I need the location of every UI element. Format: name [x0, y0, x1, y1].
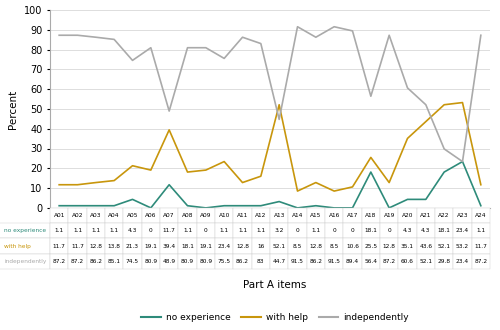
- with help: [111, 179, 117, 182]
- no experience: [423, 197, 429, 201]
- no experience: [404, 197, 410, 201]
- Line: independently: independently: [59, 27, 481, 162]
- no experience: [386, 206, 392, 210]
- no experience: [184, 204, 190, 208]
- with help: [386, 181, 392, 184]
- with help: [166, 128, 172, 132]
- independently: [93, 35, 99, 39]
- independently: [294, 25, 300, 29]
- no experience: [111, 204, 117, 208]
- Text: Part A items: Part A items: [244, 280, 306, 290]
- independently: [184, 46, 190, 50]
- with help: [441, 103, 447, 107]
- no experience: [331, 206, 337, 210]
- with help: [184, 170, 190, 174]
- Y-axis label: Percent: Percent: [8, 89, 18, 128]
- no experience: [74, 204, 80, 208]
- with help: [313, 181, 319, 184]
- with help: [368, 155, 374, 159]
- with help: [294, 189, 300, 193]
- no experience: [240, 204, 246, 208]
- independently: [130, 58, 136, 62]
- independently: [221, 56, 227, 60]
- no experience: [130, 197, 136, 201]
- no experience: [441, 170, 447, 174]
- independently: [240, 35, 246, 39]
- independently: [404, 86, 410, 90]
- with help: [258, 174, 264, 178]
- independently: [148, 46, 154, 50]
- independently: [111, 37, 117, 41]
- with help: [478, 183, 484, 187]
- with help: [93, 181, 99, 184]
- independently: [423, 103, 429, 107]
- no experience: [148, 206, 154, 210]
- independently: [331, 25, 337, 29]
- no experience: [460, 160, 466, 164]
- Legend: no experience, with help, independently: no experience, with help, independently: [138, 309, 412, 325]
- independently: [368, 94, 374, 98]
- independently: [203, 46, 209, 50]
- no experience: [294, 206, 300, 210]
- no experience: [221, 204, 227, 208]
- with help: [331, 189, 337, 193]
- with help: [423, 119, 429, 123]
- no experience: [166, 183, 172, 187]
- no experience: [478, 204, 484, 208]
- independently: [313, 35, 319, 39]
- with help: [460, 101, 466, 105]
- with help: [148, 168, 154, 172]
- independently: [460, 160, 466, 164]
- independently: [74, 33, 80, 37]
- with help: [203, 168, 209, 172]
- no experience: [313, 204, 319, 208]
- with help: [350, 185, 356, 189]
- independently: [386, 33, 392, 37]
- no experience: [258, 204, 264, 208]
- independently: [166, 109, 172, 113]
- independently: [258, 42, 264, 46]
- with help: [240, 181, 246, 184]
- Line: no experience: no experience: [59, 162, 481, 208]
- with help: [56, 183, 62, 187]
- no experience: [56, 204, 62, 208]
- independently: [56, 33, 62, 37]
- no experience: [93, 204, 99, 208]
- independently: [478, 33, 484, 37]
- with help: [130, 164, 136, 168]
- no experience: [276, 200, 282, 204]
- with help: [74, 183, 80, 187]
- with help: [221, 160, 227, 164]
- no experience: [368, 170, 374, 174]
- independently: [441, 147, 447, 151]
- no experience: [350, 206, 356, 210]
- independently: [276, 117, 282, 121]
- Line: with help: with help: [59, 103, 481, 191]
- independently: [350, 29, 356, 33]
- no experience: [203, 206, 209, 210]
- with help: [276, 103, 282, 107]
- with help: [404, 136, 410, 140]
